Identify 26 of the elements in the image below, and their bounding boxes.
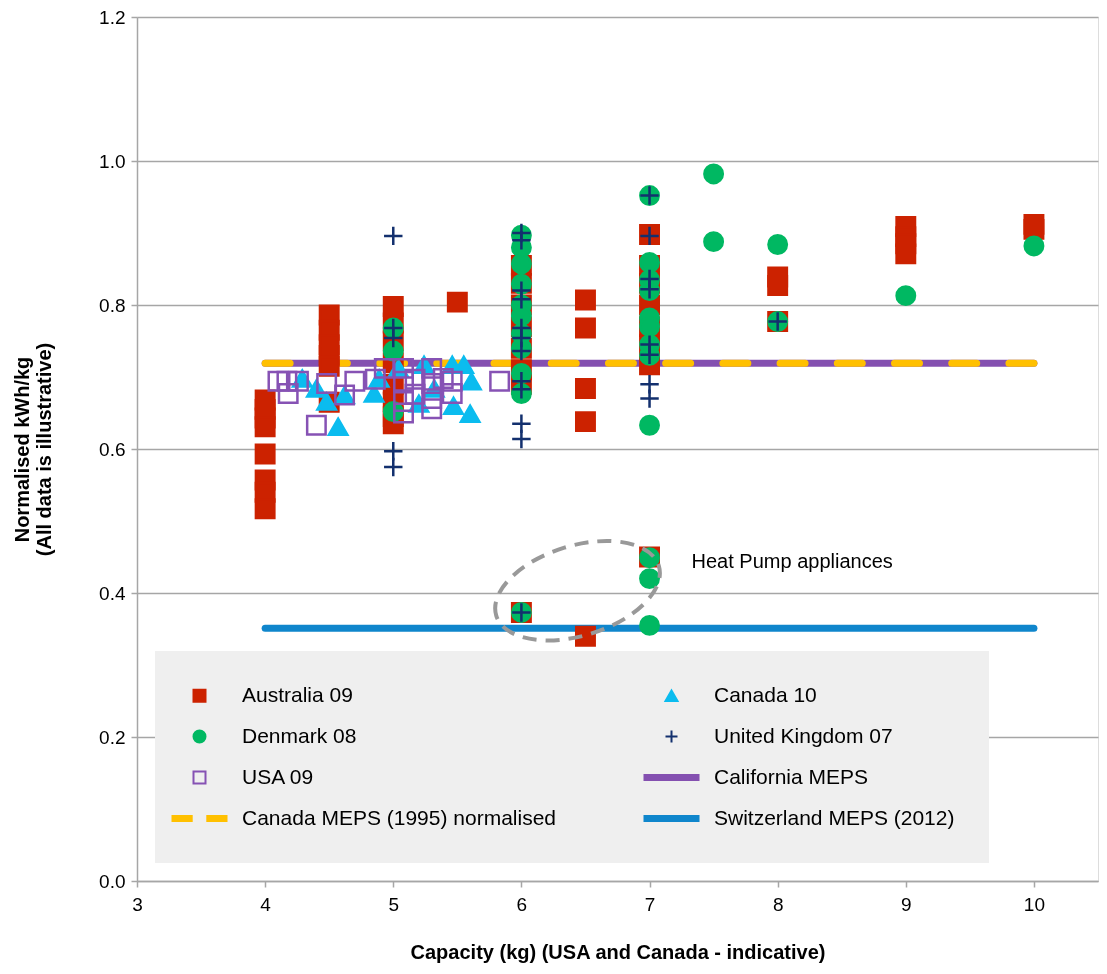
legend-label: Switzerland MEPS (2012)	[714, 805, 955, 829]
legend-label: Canada 10	[714, 682, 817, 706]
x-tick-label: 7	[644, 893, 656, 915]
x-tick-label: 5	[388, 893, 400, 915]
y-tick-label: 0.0	[99, 870, 126, 892]
y-tick-label: 0.4	[99, 582, 126, 604]
legend-label: United Kingdom 07	[714, 723, 893, 747]
legend-label: Australia 09	[242, 682, 353, 706]
y-axis-title: Normalised kWh/kg (All data is illustrative)	[11, 342, 56, 557]
x-tick-label: 9	[901, 893, 912, 915]
y-tick-label: 0.2	[99, 726, 126, 748]
y-tick-label: 1.0	[99, 150, 126, 172]
x-tick-label: 8	[772, 893, 784, 915]
x-axis-title: Capacity (kg) (USA and Canada - indicative)	[410, 940, 826, 963]
legend-label: Denmark 08	[242, 723, 357, 747]
y-tick-label: 0.8	[99, 294, 126, 316]
x-tick-label: 6	[516, 893, 528, 915]
legend-label: Canada MEPS (1995) normalised	[242, 805, 556, 829]
x-tick-label: 3	[132, 893, 143, 915]
y-tick-label: 0.6	[99, 438, 126, 460]
x-tick-label: 4	[260, 893, 272, 915]
legend-label: California MEPS	[714, 764, 869, 788]
annotation: Heat Pump appliances	[691, 549, 893, 572]
y-tick-label: 1.2	[99, 6, 126, 28]
legend-label: USA 09	[242, 764, 314, 788]
x-tick-label: 10	[1023, 893, 1045, 915]
